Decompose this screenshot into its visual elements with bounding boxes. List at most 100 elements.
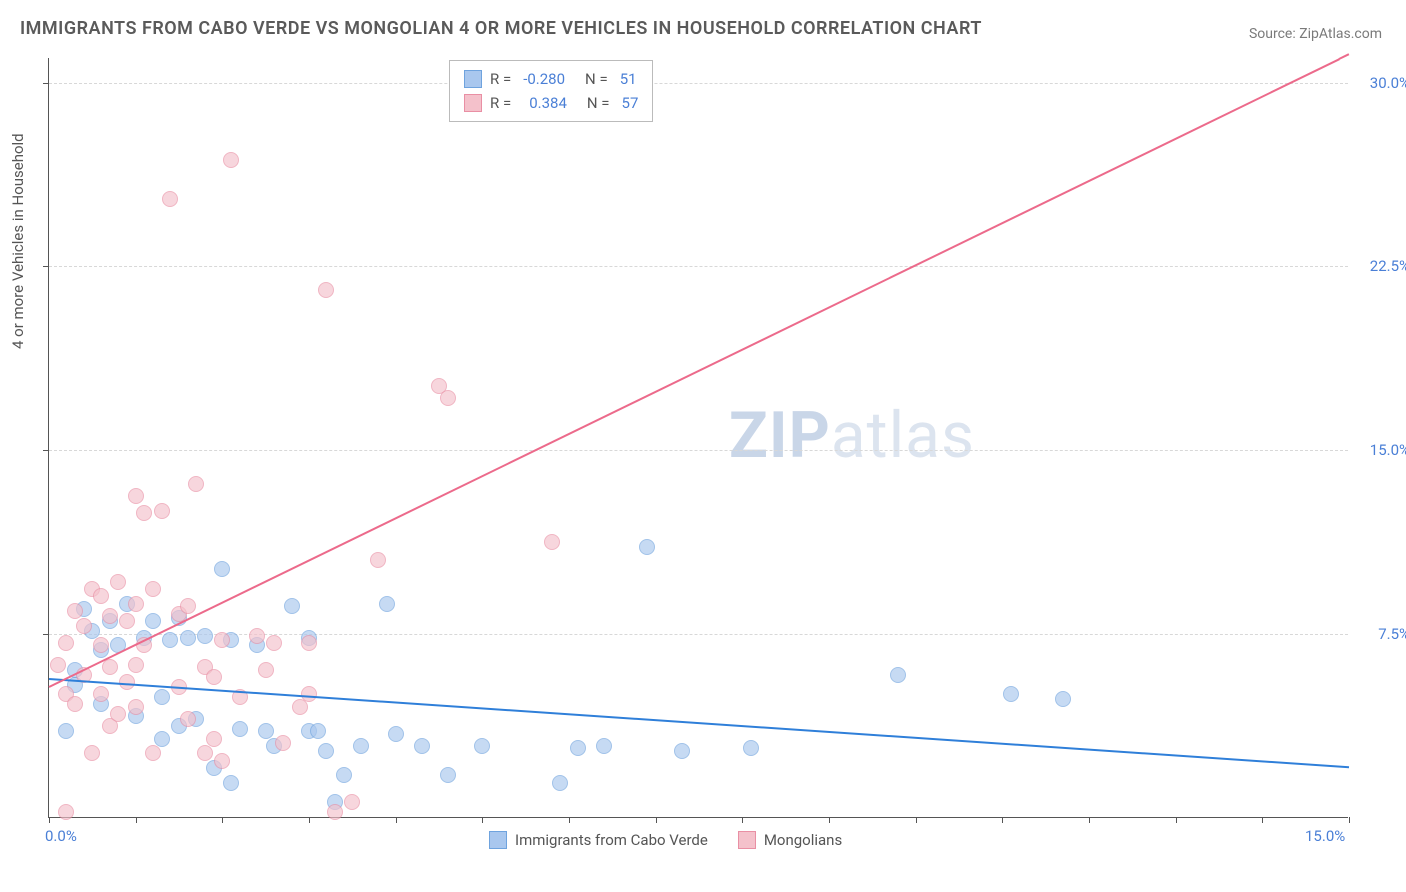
scatter-point-series2 bbox=[206, 731, 222, 747]
scatter-point-series1 bbox=[258, 723, 274, 739]
scatter-point-series2 bbox=[180, 598, 196, 614]
scatter-point-series2 bbox=[50, 657, 66, 673]
scatter-point-series2 bbox=[136, 505, 152, 521]
scatter-point-series2 bbox=[275, 735, 291, 751]
y-tick-label: 30.0% bbox=[1370, 74, 1406, 92]
watermark-bold: ZIP bbox=[729, 398, 831, 473]
scatter-point-series2 bbox=[76, 618, 92, 634]
scatter-point-series1 bbox=[353, 738, 369, 754]
plot-area: ZIPatlas 7.5%15.0%22.5%30.0% 0.0%15.0% R… bbox=[48, 58, 1348, 818]
scatter-point-series2 bbox=[188, 476, 204, 492]
scatter-point-series2 bbox=[110, 706, 126, 722]
scatter-point-series1 bbox=[414, 738, 430, 754]
scatter-point-series2 bbox=[318, 282, 334, 298]
r-value-1: -0.280 bbox=[523, 67, 565, 91]
legend-label-series2: Mongolians bbox=[764, 831, 842, 849]
scatter-point-series1 bbox=[58, 723, 74, 739]
n-value-1: 51 bbox=[620, 67, 637, 91]
scatter-point-series2 bbox=[223, 152, 239, 168]
scatter-point-series1 bbox=[154, 731, 170, 747]
scatter-point-series1 bbox=[552, 775, 568, 791]
legend-label-series1: Immigrants from Cabo Verde bbox=[515, 831, 708, 849]
swatch-series1 bbox=[464, 70, 482, 88]
scatter-point-series2 bbox=[128, 657, 144, 673]
scatter-point-series1 bbox=[379, 596, 395, 612]
scatter-point-series2 bbox=[258, 662, 274, 678]
scatter-point-series1 bbox=[388, 726, 404, 742]
x-tick-label: 0.0% bbox=[45, 827, 77, 845]
scatter-point-series2 bbox=[145, 581, 161, 597]
scatter-point-series1 bbox=[743, 740, 759, 756]
scatter-point-series1 bbox=[310, 723, 326, 739]
gridline-h bbox=[49, 83, 1348, 84]
y-axis-title: 4 or more Vehicles in Household bbox=[9, 133, 27, 349]
gridline-h bbox=[49, 634, 1348, 635]
r-label-1: R = bbox=[490, 67, 511, 91]
scatter-point-series2 bbox=[102, 608, 118, 624]
n-value-2: 57 bbox=[622, 91, 639, 115]
legend-swatch-series2 bbox=[738, 831, 756, 849]
scatter-point-series1 bbox=[1055, 691, 1071, 707]
scatter-point-series2 bbox=[249, 628, 265, 644]
r-label-2: R = bbox=[490, 91, 511, 115]
stats-legend-box: R = -0.280 N = 51 R = 0.384 N = 57 bbox=[449, 60, 653, 122]
scatter-point-series2 bbox=[206, 669, 222, 685]
x-tick-label: 15.0% bbox=[1305, 827, 1345, 845]
stats-row-series1: R = -0.280 N = 51 bbox=[464, 67, 638, 91]
scatter-point-series1 bbox=[570, 740, 586, 756]
bottom-legend: Immigrants from Cabo Verde Mongolians bbox=[489, 831, 842, 849]
scatter-point-series2 bbox=[93, 637, 109, 653]
scatter-point-series2 bbox=[327, 804, 343, 820]
scatter-point-series2 bbox=[180, 711, 196, 727]
scatter-point-series1 bbox=[674, 743, 690, 759]
scatter-point-series2 bbox=[162, 191, 178, 207]
trend-line-series2 bbox=[49, 58, 1340, 687]
scatter-point-series1 bbox=[440, 767, 456, 783]
scatter-point-series2 bbox=[58, 804, 74, 820]
scatter-point-series1 bbox=[596, 738, 612, 754]
scatter-point-series2 bbox=[67, 696, 83, 712]
scatter-point-series2 bbox=[544, 534, 560, 550]
scatter-point-series1 bbox=[197, 628, 213, 644]
scatter-point-series2 bbox=[214, 632, 230, 648]
scatter-point-series2 bbox=[370, 552, 386, 568]
scatter-point-series1 bbox=[214, 561, 230, 577]
y-tick-label: 7.5% bbox=[1378, 625, 1406, 643]
chart-title: IMMIGRANTS FROM CABO VERDE VS MONGOLIAN … bbox=[20, 18, 982, 39]
scatter-point-series1 bbox=[162, 632, 178, 648]
stats-row-series2: R = 0.384 N = 57 bbox=[464, 91, 638, 115]
scatter-point-series2 bbox=[102, 659, 118, 675]
scatter-point-series1 bbox=[890, 667, 906, 683]
scatter-point-series2 bbox=[145, 745, 161, 761]
watermark-logo: ZIPatlas bbox=[729, 398, 975, 473]
trend-line-dashed-series2 bbox=[1338, 53, 1349, 60]
scatter-point-series2 bbox=[84, 745, 100, 761]
r-value-2: 0.384 bbox=[529, 91, 567, 115]
scatter-point-series2 bbox=[440, 390, 456, 406]
source-attribution: Source: ZipAtlas.com bbox=[1249, 26, 1382, 42]
scatter-point-series1 bbox=[232, 721, 248, 737]
scatter-point-series2 bbox=[58, 635, 74, 651]
gridline-h bbox=[49, 266, 1348, 267]
swatch-series2 bbox=[464, 94, 482, 112]
scatter-point-series1 bbox=[284, 598, 300, 614]
scatter-point-series2 bbox=[93, 686, 109, 702]
scatter-point-series1 bbox=[180, 630, 196, 646]
scatter-point-series2 bbox=[93, 588, 109, 604]
scatter-point-series2 bbox=[197, 745, 213, 761]
scatter-point-series2 bbox=[110, 574, 126, 590]
scatter-point-series1 bbox=[336, 767, 352, 783]
scatter-point-series2 bbox=[128, 699, 144, 715]
scatter-point-series1 bbox=[1003, 686, 1019, 702]
gridline-h bbox=[49, 450, 1348, 451]
legend-item-series1: Immigrants from Cabo Verde bbox=[489, 831, 708, 849]
scatter-point-series2 bbox=[67, 603, 83, 619]
watermark-rest: atlas bbox=[831, 398, 975, 473]
n-label-1: N = bbox=[585, 67, 608, 91]
scatter-point-series2 bbox=[344, 794, 360, 810]
scatter-point-series2 bbox=[301, 635, 317, 651]
y-tick-label: 15.0% bbox=[1370, 441, 1406, 459]
scatter-point-series1 bbox=[639, 539, 655, 555]
scatter-point-series1 bbox=[223, 775, 239, 791]
scatter-point-series2 bbox=[119, 613, 135, 629]
